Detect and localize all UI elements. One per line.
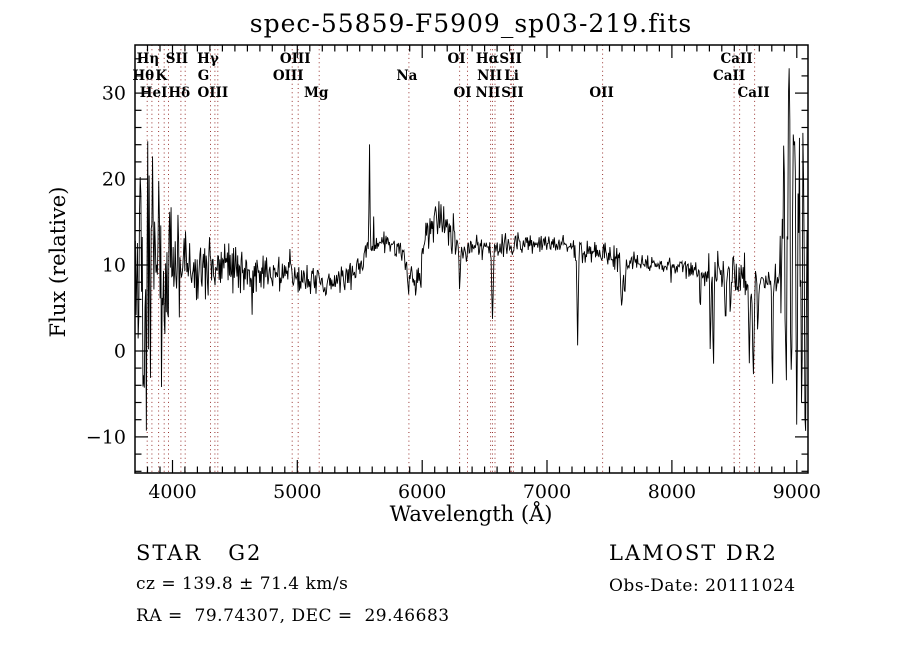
spectral-line-label: Hθ (132, 68, 154, 84)
spectral-line-label: NII (476, 85, 501, 101)
y-tick-label: 0 (114, 341, 126, 363)
spectral-line-label: CaII (721, 51, 753, 67)
spectral-line-label: OI (453, 85, 471, 101)
spectral-line-label: Hη (137, 51, 160, 67)
spectrum-line (134, 68, 809, 431)
spectral-line-label: G (198, 68, 210, 84)
survey-release-text: LAMOST DR2 (609, 541, 778, 565)
spectral-line-label: Hδ (168, 85, 190, 101)
classification-text: STAR G2 (136, 541, 263, 565)
obs-date-text: Obs-Date: 20111024 (609, 576, 796, 596)
spectral-line-label: Hγ (197, 51, 219, 67)
spectral-line-label: HeI (140, 85, 168, 101)
y-tick-label: 30 (102, 83, 126, 105)
x-tick-label: 4000 (148, 481, 196, 503)
x-tick-label: 5000 (273, 481, 321, 503)
spectral-line-label: Hα (476, 51, 500, 67)
x-tick-label: 7000 (523, 481, 571, 503)
spectral-line-label: CaII (713, 68, 745, 84)
spectral-line-label: CaII (738, 85, 770, 101)
x-tick-label: 8000 (648, 481, 696, 503)
y-tick-label: 20 (102, 169, 126, 191)
spectral-line-label: NII (477, 68, 502, 84)
spectral-line-label: K (155, 68, 168, 84)
spectral-line-label: OII (589, 85, 613, 101)
spectral-line-label: OIII (197, 85, 228, 101)
spectral-line-label: SII (166, 51, 188, 67)
plot-title: spec-55859-F5909_sp03-219.fits (249, 9, 693, 38)
cz-velocity-text: cz = 139.8 ± 71.4 km/s (136, 574, 349, 594)
spectral-line-label: Na (396, 68, 417, 84)
spectral-line-label: OIII (280, 51, 311, 67)
spectral-line-label: Li (504, 68, 519, 84)
spectral-line-label: Mg (304, 85, 329, 101)
x-tick-label: 6000 (398, 481, 446, 503)
y-tick-label: 10 (102, 255, 126, 277)
x-tick-label: 9000 (773, 481, 821, 503)
ra-dec-text: RA = 79.74307, DEC = 29.46683 (136, 606, 450, 626)
y-tick-label: −10 (86, 426, 126, 448)
spectral-line-label: SII (499, 51, 521, 67)
x-axis-label: Wavelength (Å) (389, 502, 553, 526)
spectral-line-label: OI (448, 51, 466, 67)
spectral-line-label: SII (501, 85, 523, 101)
spectral-line-label: OIII (273, 68, 304, 84)
